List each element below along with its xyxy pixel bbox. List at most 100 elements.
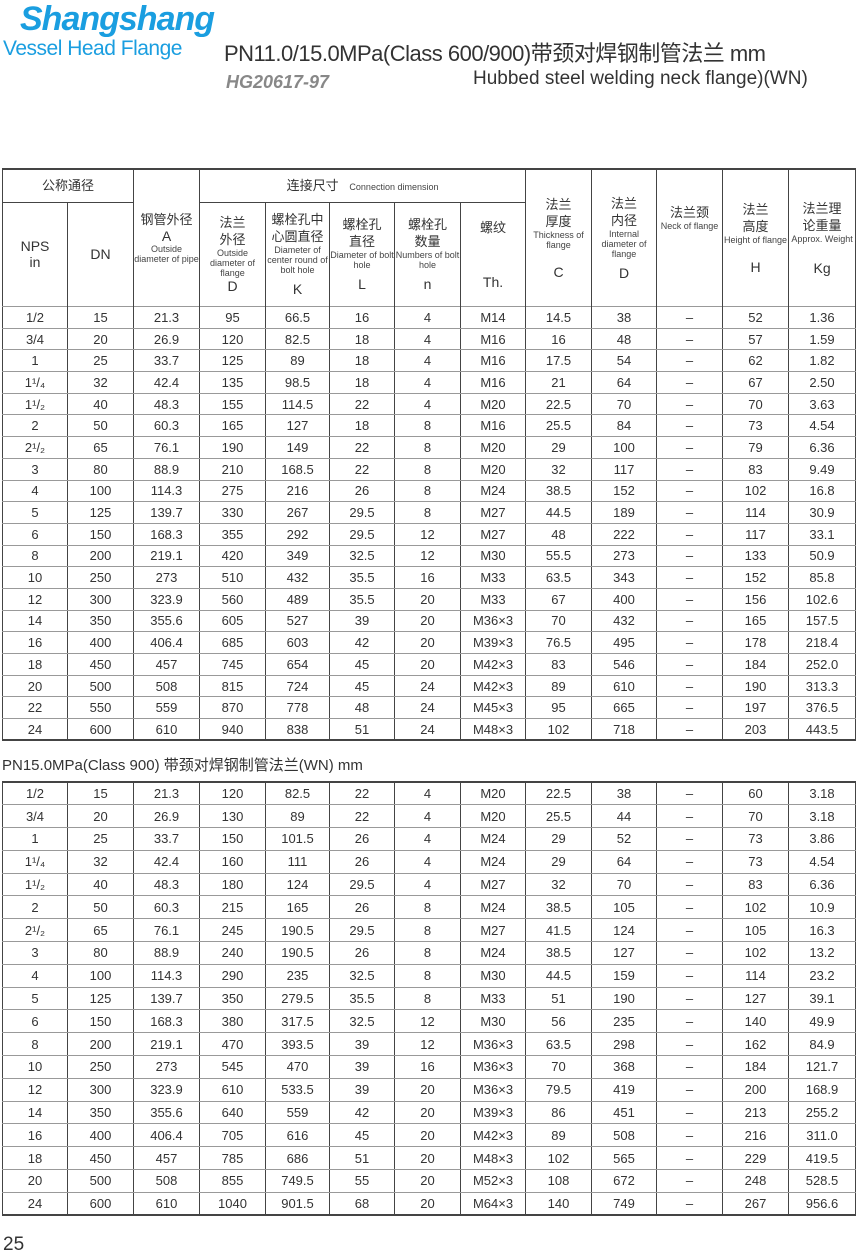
table-cell: 20 xyxy=(2,1169,68,1193)
table-cell: 855 xyxy=(199,1169,266,1193)
table-row: 1 25 33.7 150 101.5 26 4 M24 29 52–73 3.86 xyxy=(2,827,856,851)
table-cell: M24 xyxy=(460,479,526,503)
table-cell: 527 xyxy=(265,609,330,633)
table-cell: 745 xyxy=(199,653,266,676)
table-cell: 22 xyxy=(329,781,395,806)
table-cell: – xyxy=(656,522,723,546)
table-cell: 26.9 xyxy=(133,327,200,351)
table-cell: 376.5 xyxy=(788,696,856,720)
table-cell: 32 xyxy=(67,849,134,874)
table-cell: – xyxy=(656,609,723,633)
class-900-table: 1/2 15 21.3 120 82.5 22 4 M20 22.5 38–60 3.18 3/4 20… xyxy=(2,781,856,1217)
table-cell: 32.5 xyxy=(329,963,395,988)
table-cell: 654 xyxy=(265,653,330,676)
table-cell: 3 xyxy=(2,457,68,481)
class-600-table: 1/2 15 21.3 95 66.5 16 4 M14 14.5 38–52 1.36 3/4 20 2… xyxy=(2,306,856,742)
table-cell: 4 xyxy=(394,349,461,373)
table-cell: 20 xyxy=(394,1123,461,1148)
table-cell: 200 xyxy=(722,1077,789,1102)
table-cell: 355.6 xyxy=(133,1100,200,1125)
table-cell: – xyxy=(656,895,723,920)
table-cell: 55 xyxy=(329,1169,395,1193)
table-cell: 156 xyxy=(722,587,789,611)
table-cell: M48×3 xyxy=(460,718,526,741)
table-cell: – xyxy=(656,436,723,459)
table-cell: 60.3 xyxy=(133,414,200,438)
table-cell: 95 xyxy=(199,306,266,329)
table-cell: M39×3 xyxy=(460,631,526,654)
table-row: 1 25 33.7 125 89 18 4 M16 17.5 54–62 1.82 xyxy=(2,349,856,373)
table-cell: 48 xyxy=(525,522,592,546)
table-cell: 8 xyxy=(394,963,461,988)
standard-code: HG20617-97 xyxy=(226,72,330,92)
table-cell: 39 xyxy=(329,609,395,633)
table-cell: 100 xyxy=(67,479,134,503)
table-cell: – xyxy=(656,1055,723,1079)
table-cell: 718 xyxy=(591,718,657,741)
table-cell: 114.3 xyxy=(133,963,200,988)
weight-header: 法兰理论重量 Approx. Weight Kg xyxy=(788,168,857,307)
table-cell: 52 xyxy=(722,306,789,329)
table-cell: 380 xyxy=(199,1009,266,1034)
table-cell: 149 xyxy=(265,436,330,459)
table-cell: 400 xyxy=(67,1123,134,1148)
table-cell: 443.5 xyxy=(788,718,856,741)
table-cell: 29.5 xyxy=(329,522,395,546)
table-cell: 500 xyxy=(67,1169,134,1193)
table-cell: 4 xyxy=(394,849,461,874)
table-cell: 102 xyxy=(525,718,592,741)
table-cell: 30.9 xyxy=(788,501,856,524)
table-cell: 83 xyxy=(525,653,592,676)
table-cell: 451 xyxy=(591,1100,657,1125)
table-cell: M36×3 xyxy=(460,609,526,633)
table-cell: – xyxy=(656,1191,723,1216)
table-cell: 38.5 xyxy=(525,895,592,920)
table-cell: M16 xyxy=(460,414,526,438)
table-cell: 8 xyxy=(394,986,461,1011)
table-cell: 6 xyxy=(2,1009,68,1034)
table-cell: M30 xyxy=(460,544,526,568)
table-cell: 40 xyxy=(67,872,134,897)
table-cell: 168.3 xyxy=(133,522,200,546)
table-cell: – xyxy=(656,566,723,589)
table-cell: 420 xyxy=(199,544,266,568)
table-cell: 133 xyxy=(722,544,789,568)
table-row: 20 500 508 815 724 45 24 M42×3 89 610–190 313.3 xyxy=(2,674,856,698)
table-cell: 20 xyxy=(394,1100,461,1125)
table-cell: 393.5 xyxy=(265,1032,330,1057)
table-cell: 32 xyxy=(525,872,592,897)
table-row: 5 125 139.7 330 267 29.5 8 M27 44.5 189–114 30.9 xyxy=(2,501,856,524)
table-cell: 26 xyxy=(329,479,395,503)
table-cell: 16 xyxy=(394,566,461,589)
table-cell: 20 xyxy=(394,631,461,654)
table-cell: 125 xyxy=(199,349,266,373)
connection-dimension-header: 连接尺寸 Connection dimension xyxy=(199,168,527,203)
table-cell: 222 xyxy=(591,522,657,546)
table-cell: M24 xyxy=(460,941,526,965)
table-cell: 1/2 xyxy=(2,781,68,806)
table-cell: M36×3 xyxy=(460,1055,526,1079)
table-row: 10 250 273 510 432 35.5 16 M33 63.5 343–152 85.8 xyxy=(2,566,856,589)
table-cell: 76.1 xyxy=(133,918,200,943)
table-cell: 20 xyxy=(394,1077,461,1102)
table-cell: 51 xyxy=(329,718,395,741)
table-cell: – xyxy=(656,1100,723,1125)
table-cell: 190.5 xyxy=(265,918,330,943)
table-cell: 32 xyxy=(525,457,592,481)
table-cell: 4.54 xyxy=(788,414,856,438)
height-header: 法兰高度 Height of flange H xyxy=(722,168,790,307)
table-cell: 24 xyxy=(394,696,461,720)
table-cell: M20 xyxy=(460,392,526,416)
table-cell: 102 xyxy=(722,941,789,965)
table-cell: 21.3 xyxy=(133,781,200,806)
table-cell: 219.1 xyxy=(133,544,200,568)
table-cell: 152 xyxy=(722,566,789,589)
table-cell: 157.5 xyxy=(788,609,856,633)
table-cell: 39 xyxy=(329,1055,395,1079)
table-cell: 125 xyxy=(67,501,134,524)
table-cell: – xyxy=(656,327,723,351)
table-cell: 79 xyxy=(722,436,789,459)
table-cell: – xyxy=(656,718,723,741)
table-cell: – xyxy=(656,631,723,654)
table-cell: 73 xyxy=(722,827,789,851)
